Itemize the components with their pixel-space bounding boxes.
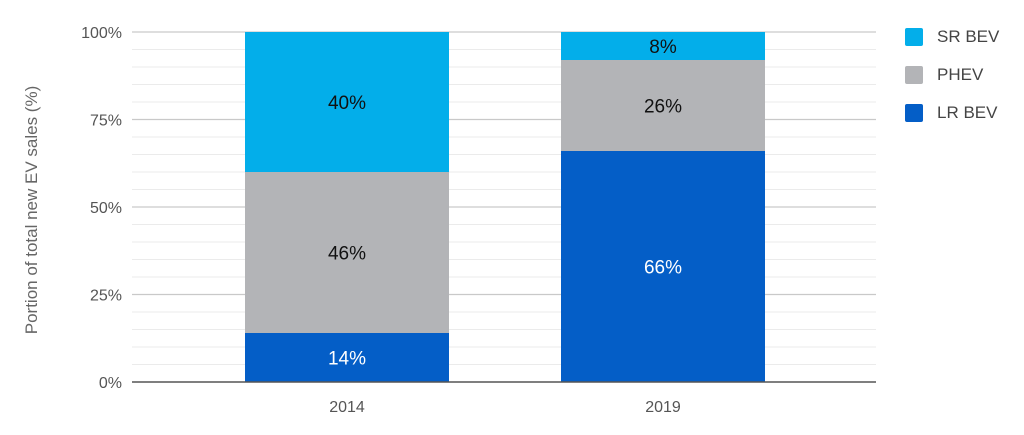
bars	[245, 32, 765, 382]
y-tick-label: 50%	[90, 200, 122, 217]
x-tick-label-2014: 2014	[329, 399, 365, 416]
data-label-sr-bev-2014: 40%	[328, 93, 366, 114]
y-tick-label: 75%	[90, 113, 122, 130]
bar-segment-phev-2019[interactable]	[561, 60, 765, 151]
data-label-phev-2019: 26%	[644, 97, 682, 118]
bar-labels: 14% 46% 40% 66% 26% 8%	[328, 37, 682, 370]
y-tick-label: 25%	[90, 288, 122, 305]
y-axis-tick-labels: 0% 25% 50% 75% 100%	[81, 25, 122, 392]
legend: SR BEV PHEV LR BEV	[905, 18, 999, 132]
legend-swatch-phev	[905, 66, 923, 84]
data-label-lr-bev-2019: 66%	[644, 258, 682, 279]
bar-segment-sr-bev-2019[interactable]	[561, 32, 765, 60]
bar-segment-lr-bev-2014[interactable]	[245, 333, 449, 382]
legend-label-phev: PHEV	[937, 65, 984, 84]
y-tick-label: 0%	[99, 375, 122, 392]
legend-swatch-lr-bev	[905, 104, 923, 122]
bar-segment-sr-bev-2014[interactable]	[245, 32, 449, 172]
y-axis-title: Portion of total new EV sales (%)	[22, 86, 41, 335]
legend-label-lr-bev: LR BEV	[937, 103, 998, 122]
legend-item-sr-bev[interactable]: SR BEV	[905, 18, 999, 56]
legend-item-phev[interactable]: PHEV	[905, 56, 999, 94]
data-label-lr-bev-2014: 14%	[328, 349, 366, 370]
bar-segment-lr-bev-2019[interactable]	[561, 151, 765, 382]
data-label-sr-bev-2019: 8%	[649, 37, 677, 58]
y-tick-label: 100%	[81, 25, 122, 42]
legend-label-sr-bev: SR BEV	[937, 27, 1000, 46]
x-tick-label-2019: 2019	[645, 399, 681, 416]
x-axis-tick-labels: 2014 2019	[329, 399, 681, 416]
data-label-phev-2014: 46%	[328, 244, 366, 265]
legend-item-lr-bev[interactable]: LR BEV	[905, 94, 999, 132]
legend-swatch-sr-bev	[905, 28, 923, 46]
bar-segment-phev-2014[interactable]	[245, 172, 449, 333]
